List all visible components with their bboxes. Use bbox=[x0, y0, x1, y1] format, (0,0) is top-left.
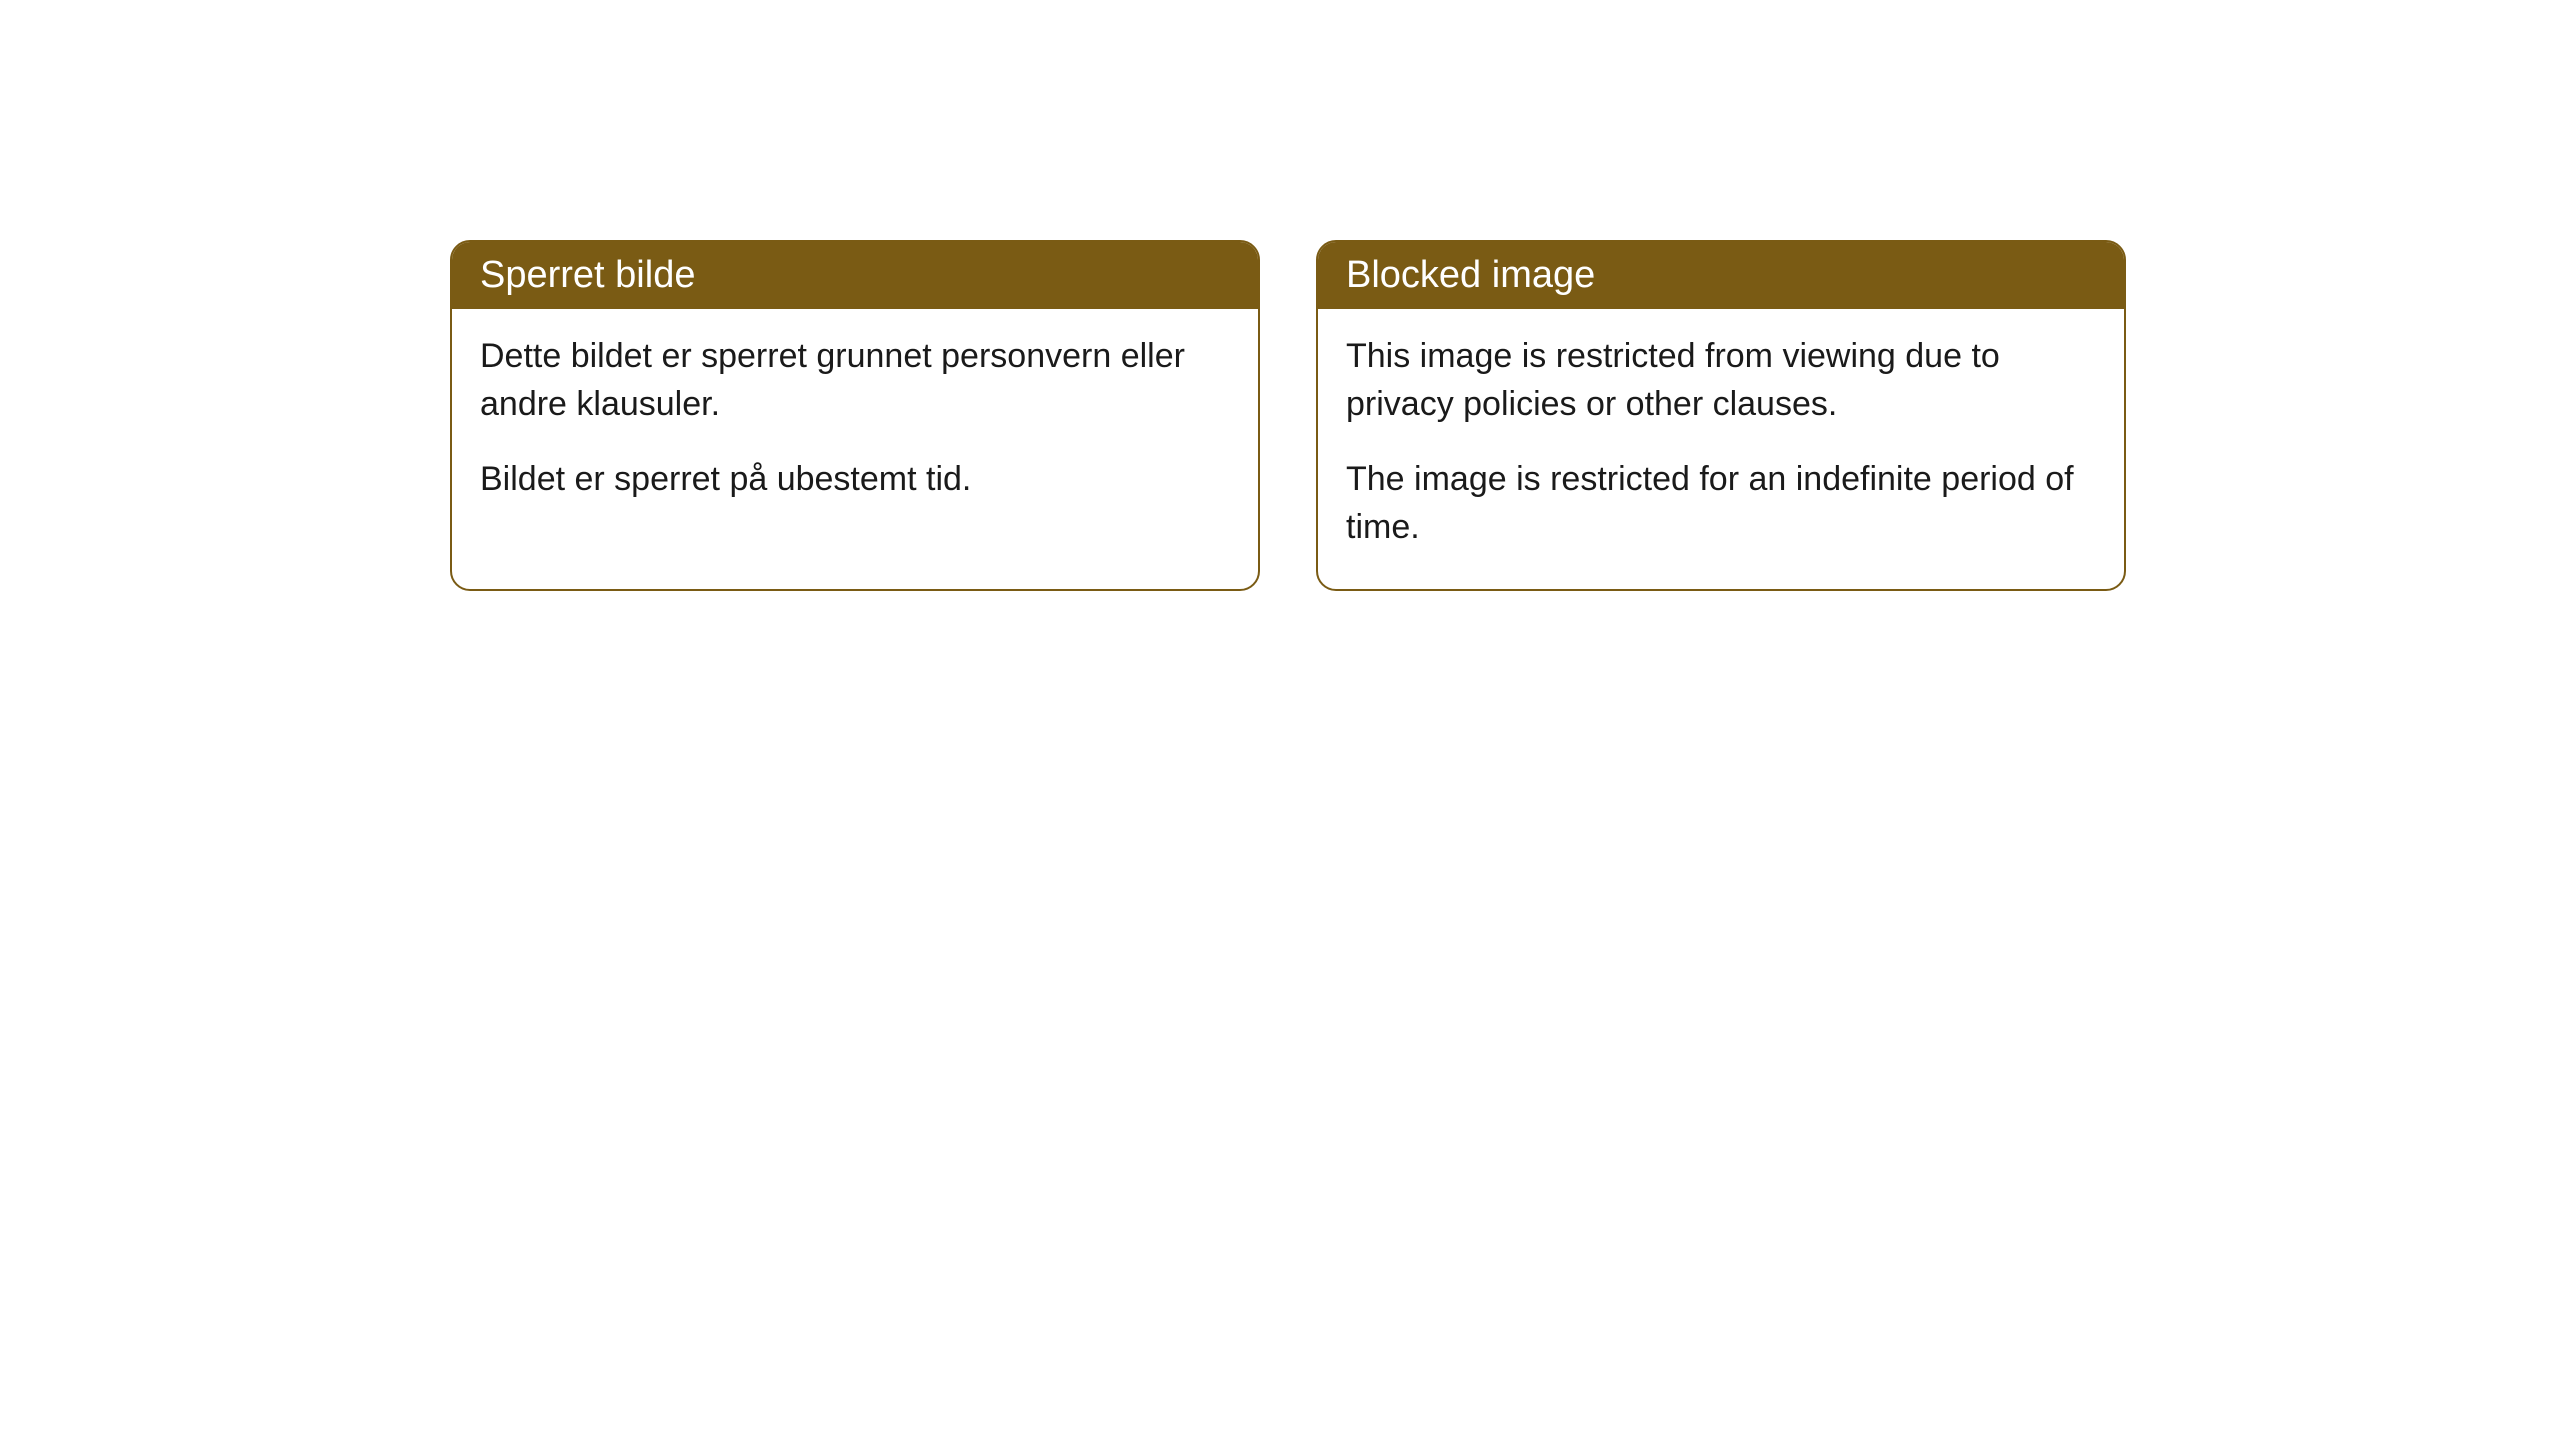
card-paragraph: The image is restricted for an indefinit… bbox=[1346, 456, 2096, 551]
card-paragraph: Dette bildet er sperret grunnet personve… bbox=[480, 333, 1230, 428]
card-paragraph: Bildet er sperret på ubestemt tid. bbox=[480, 456, 1230, 504]
notice-card-norwegian: Sperret bilde Dette bildet er sperret gr… bbox=[450, 240, 1260, 591]
card-body: This image is restricted from viewing du… bbox=[1318, 309, 2124, 589]
card-header: Sperret bilde bbox=[452, 242, 1258, 309]
card-paragraph: This image is restricted from viewing du… bbox=[1346, 333, 2096, 428]
card-title: Blocked image bbox=[1346, 254, 1595, 296]
card-title: Sperret bilde bbox=[480, 254, 695, 296]
card-body: Dette bildet er sperret grunnet personve… bbox=[452, 309, 1258, 542]
card-header: Blocked image bbox=[1318, 242, 2124, 309]
notice-card-english: Blocked image This image is restricted f… bbox=[1316, 240, 2126, 591]
notice-cards-container: Sperret bilde Dette bildet er sperret gr… bbox=[450, 240, 2126, 591]
